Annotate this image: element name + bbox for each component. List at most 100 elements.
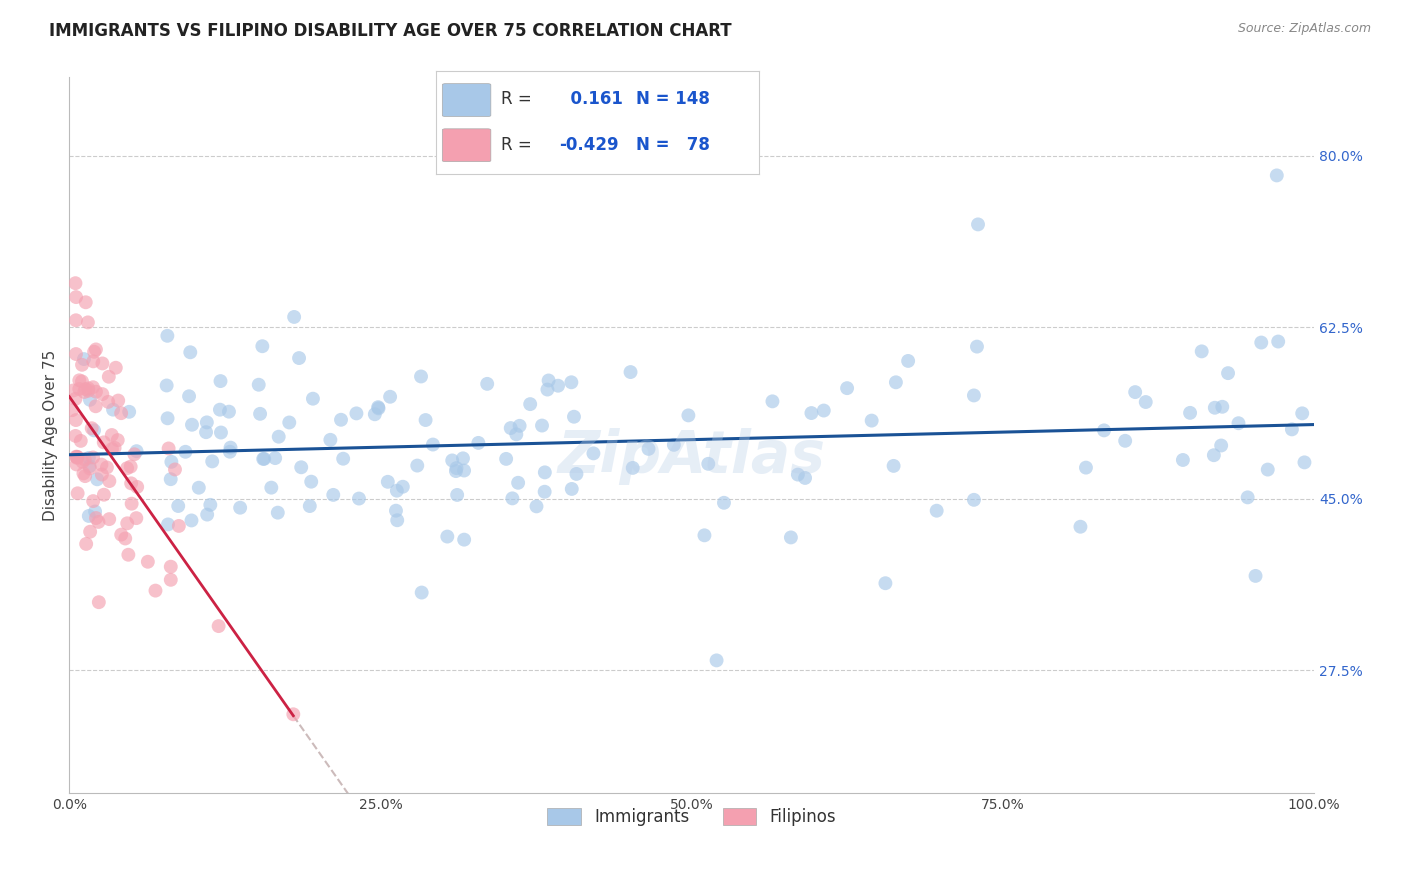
Point (1191, 344, 1213, 359)
Point (637, 442, 659, 456)
Point (302, 392, 325, 406)
Point (565, 467, 588, 481)
Point (477, 376, 499, 391)
Point (90, 467, 112, 482)
Point (392, 480, 415, 494)
Point (195, 508, 218, 522)
Point (966, 340, 988, 354)
Point (786, 467, 808, 482)
Point (697, 457, 720, 471)
Point (208, 402, 231, 417)
Point (1178, 406, 1201, 420)
Point (117, 548, 139, 562)
Point (299, 475, 322, 489)
Point (780, 530, 803, 544)
Point (385, 504, 408, 518)
Point (678, 409, 700, 423)
Point (70, 375, 93, 389)
Point (91, 387, 114, 401)
Point (346, 406, 368, 420)
Point (1227, 416, 1250, 430)
Point (501, 491, 523, 506)
Point (97, 369, 120, 384)
Point (110, 406, 132, 420)
Point (73, 352, 96, 367)
Point (560, 376, 582, 390)
Point (80, 421, 103, 435)
Point (65, 413, 87, 427)
Point (967, 218, 990, 232)
Point (163, 462, 186, 476)
Point (65, 429, 87, 443)
Point (706, 653, 728, 667)
Point (267, 430, 290, 444)
Point (1171, 453, 1194, 467)
Y-axis label: Disability Age Over 75: Disability Age Over 75 (44, 350, 58, 521)
Point (121, 497, 143, 511)
Point (794, 471, 817, 485)
Point (367, 400, 389, 414)
Point (411, 585, 433, 599)
Point (98, 474, 121, 488)
Point (533, 484, 555, 499)
Point (509, 418, 531, 433)
Point (562, 409, 585, 424)
Point (378, 390, 401, 404)
Point (1265, 169, 1288, 183)
Point (79, 461, 101, 475)
Point (332, 451, 354, 466)
Point (1202, 448, 1225, 462)
Point (73, 384, 96, 399)
Point (66, 486, 89, 500)
Point (1135, 395, 1157, 409)
Point (446, 488, 468, 502)
Point (367, 401, 389, 416)
Point (93, 488, 115, 502)
Point (561, 482, 583, 496)
Point (582, 446, 605, 460)
FancyBboxPatch shape (443, 128, 491, 161)
Point (415, 413, 437, 427)
Point (1294, 455, 1316, 469)
Point (82, 354, 104, 368)
Point (84, 504, 107, 518)
Point (101, 402, 124, 417)
Point (963, 492, 986, 507)
Point (118, 405, 141, 419)
Point (444, 464, 467, 478)
Text: R =: R = (501, 90, 531, 108)
Point (124, 447, 146, 461)
Point (75, 295, 97, 310)
Point (813, 403, 835, 417)
Point (104, 360, 127, 375)
Point (180, 513, 202, 527)
Point (115, 461, 138, 475)
Point (800, 406, 823, 420)
Point (65, 458, 87, 472)
Point (120, 476, 142, 491)
Point (145, 583, 167, 598)
Point (253, 451, 276, 466)
Point (72, 455, 94, 469)
Point (260, 481, 283, 495)
Point (693, 528, 716, 542)
Point (65, 313, 87, 327)
Point (125, 444, 148, 458)
Point (1211, 438, 1233, 452)
Point (181, 417, 204, 432)
Point (530, 418, 553, 433)
Point (84, 343, 107, 357)
Point (860, 414, 883, 428)
Point (73, 452, 96, 467)
Point (1250, 335, 1272, 350)
Text: -0.429: -0.429 (558, 136, 619, 154)
Point (1092, 423, 1115, 437)
Point (75, 382, 97, 396)
Point (98, 512, 121, 526)
Point (136, 555, 159, 569)
Point (1204, 401, 1226, 415)
Point (79, 524, 101, 539)
Point (67, 382, 90, 396)
Point (156, 378, 179, 392)
Point (125, 511, 148, 525)
